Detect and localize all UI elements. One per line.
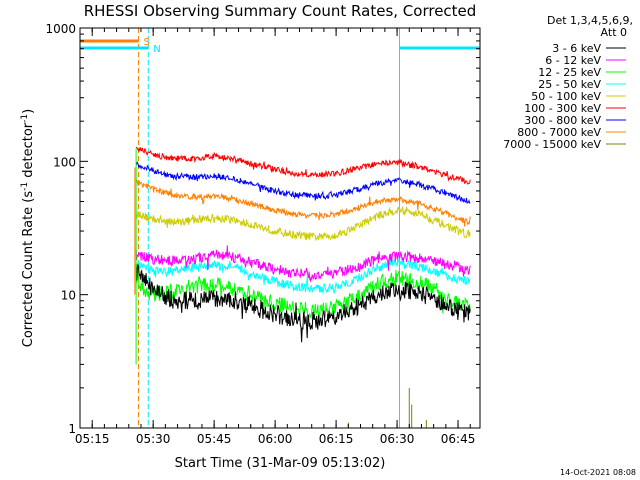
legend-label: 12 - 25 keV — [538, 66, 601, 79]
y-axis-label-sup2: -1 — [20, 114, 30, 123]
x-tick-label: 06:00 — [258, 432, 293, 446]
x-tick-label: 05:15 — [75, 432, 110, 446]
legend-label: 7000 - 15000 keV — [503, 138, 601, 151]
series-line-6-to-12keV — [135, 245, 471, 283]
y-axis-label-main: Corrected Count Rate (s — [21, 191, 36, 348]
x-axis-label: Start Time (31-Mar-09 05:13:02) — [175, 456, 386, 471]
legend-header: Det 1,3,4,5,6,9, Att 0 — [547, 14, 633, 39]
series-line-50-to-100keV — [135, 205, 471, 241]
legend-label: 100 - 300 keV — [524, 102, 601, 115]
chart-title: RHESSI Observing Summary Count Rates, Co… — [84, 2, 477, 20]
plot-frame — [79, 27, 481, 429]
x-tick-label: 06:30 — [380, 432, 415, 446]
series-line-800-to-7000keV — [135, 178, 471, 227]
series-line-3-to-6keV — [135, 263, 471, 343]
y-tick-label: 10 — [61, 289, 76, 303]
legend-label: 25 - 50 keV — [538, 78, 601, 91]
legend-label: 3 - 6 keV — [552, 42, 601, 55]
flag-label-n: N — [153, 44, 160, 55]
series-line-12-to-25keV — [135, 263, 471, 319]
y-axis-label-sup1: -1 — [20, 182, 30, 191]
y-tick-label: 1 — [68, 422, 76, 436]
series-line-25-to-50keV — [135, 253, 471, 294]
y-axis-label-mid: detector — [21, 122, 36, 182]
series-line-300-to-800keV — [135, 160, 471, 205]
series-line-100-to-300keV — [135, 146, 471, 185]
generation-timestamp: 14-Oct-2021 08:08 — [560, 468, 636, 477]
y-axis-label-end: ) — [21, 109, 36, 114]
axes: 05:15 05:30 05:45 06:00 06:15 06:30 06:45 1 10 10… — [45, 22, 481, 446]
y-axis-label: Corrected Count Rate (s-1 detector-1) — [20, 109, 36, 347]
legend-label: 300 - 800 keV — [524, 114, 601, 127]
legend-label: 50 - 100 keV — [531, 90, 601, 103]
y-tick-label: 100 — [53, 155, 76, 169]
x-tick-label: 05:30 — [136, 432, 171, 446]
plot-area: SN — [79, 28, 481, 428]
x-tick-label: 05:45 — [197, 432, 232, 446]
flag-label-s: S — [144, 37, 150, 48]
legend-detectors: Det 1,3,4,5,6,9, — [547, 14, 633, 27]
legend-label: 800 - 7000 keV — [517, 126, 601, 139]
legend-attenuator: Att 0 — [601, 26, 627, 39]
y-tick-label: 1000 — [45, 22, 76, 36]
legend-label: 6 - 12 keV — [545, 54, 601, 67]
x-tick-label: 06:15 — [319, 432, 354, 446]
x-tick-label: 06:45 — [441, 432, 476, 446]
